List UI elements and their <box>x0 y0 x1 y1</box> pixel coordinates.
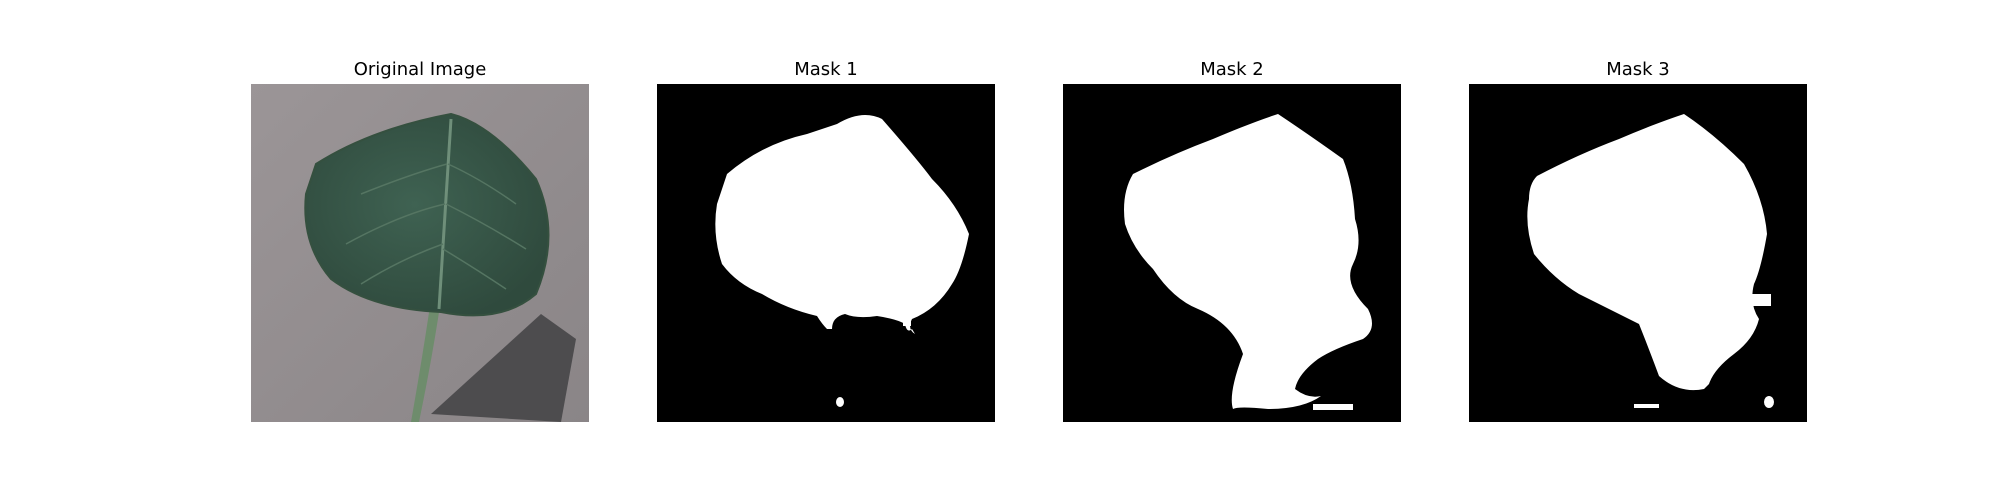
mask-3-bottom-strip <box>1634 404 1659 408</box>
mask-2-leaf-region <box>1124 114 1372 409</box>
original-image-title: Original Image <box>353 59 487 80</box>
mask-3-title: Mask 3 <box>1606 59 1670 80</box>
mask-1-title: Mask 1 <box>794 59 858 80</box>
mask-1-fragment <box>903 312 911 326</box>
mask-3-right-fragment <box>1749 294 1771 306</box>
mask-2-graphic <box>1063 84 1401 422</box>
mask-1-graphic <box>657 84 995 422</box>
mask-2-image <box>1063 84 1401 422</box>
leaf-veins <box>345 163 527 290</box>
shadow-shape <box>431 314 576 422</box>
leaf-photo <box>251 84 589 422</box>
leaf-blade <box>304 112 550 317</box>
leaf-midrib <box>437 118 453 310</box>
mask-3-image <box>1469 84 1807 422</box>
mask-2-bottom-strip <box>1313 404 1353 410</box>
leaf-stem <box>411 299 441 422</box>
mask-3-leaf-region <box>1527 114 1767 391</box>
mask-3-graphic <box>1469 84 1807 422</box>
mask-1-image <box>657 84 995 422</box>
mask-2-title: Mask 2 <box>1200 59 1264 80</box>
mask-3-speck <box>1764 396 1774 408</box>
original-image <box>251 84 589 422</box>
mask-1-speck <box>836 397 844 407</box>
mask-1-leaf-region <box>715 115 969 334</box>
